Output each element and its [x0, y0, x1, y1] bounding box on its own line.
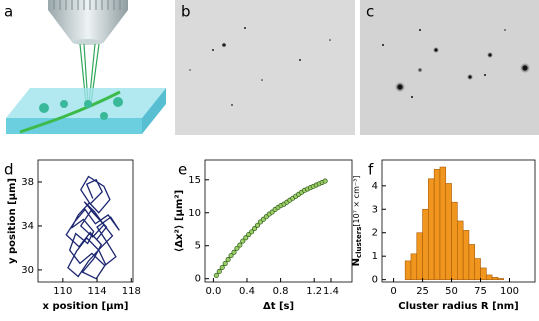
microscopy-image	[175, 0, 355, 135]
x-tick-label: 1.4	[323, 286, 339, 297]
data-point	[225, 257, 231, 263]
schematic	[6, 0, 166, 134]
histogram-bar	[462, 230, 470, 280]
y-tick-label: 38	[21, 177, 34, 188]
axes-frame	[37, 159, 134, 283]
x-tick-label: 0	[390, 286, 396, 297]
data-point	[322, 178, 328, 184]
histogram-bar	[433, 169, 441, 280]
data-point	[254, 222, 261, 228]
data-point	[213, 272, 219, 278]
x-tick-label: 114	[88, 286, 107, 297]
histogram-bar	[497, 278, 505, 280]
histogram-bar	[468, 244, 476, 280]
y-tick-label: 34	[21, 221, 34, 232]
data-point	[243, 235, 249, 241]
data-point	[249, 229, 255, 235]
y-axis-label-part: N	[351, 258, 362, 266]
panel-label: e	[178, 161, 187, 179]
histogram-bar	[457, 220, 464, 280]
histogram-bar	[439, 166, 447, 280]
x-axis-label: x position [μm]	[43, 301, 129, 312]
data-point	[231, 249, 237, 255]
y-tick-label: 15	[188, 175, 201, 186]
y-tick-label: 2	[372, 228, 378, 239]
y-tick-label: 0	[195, 274, 201, 285]
data-point	[237, 242, 243, 248]
data-line	[215, 180, 326, 276]
data-point	[240, 238, 246, 244]
x-tick-label: 100	[500, 286, 519, 297]
y-tick-label: 4	[372, 181, 378, 192]
panel-label: a	[4, 3, 13, 21]
data-line	[65, 175, 120, 280]
x-tick-label: 25	[416, 286, 429, 297]
histogram-bar	[445, 183, 452, 280]
panel-label: f	[368, 161, 374, 179]
y-tick-label: 1	[372, 251, 378, 262]
y-tick-label: 3	[372, 204, 378, 215]
x-axis-label: Δt [s]	[263, 301, 294, 312]
histogram-bar	[416, 232, 423, 280]
histogram-bar	[486, 274, 493, 280]
histogram-bar	[451, 201, 458, 280]
y-tick-label: 30	[21, 265, 34, 276]
y-axis-label: Nclusters[10⁷ × cm⁻³]	[351, 176, 363, 267]
data-point	[222, 260, 228, 267]
histogram-bar	[422, 208, 429, 280]
histogram-bar	[491, 277, 499, 280]
y-tick-label: 5	[195, 241, 201, 252]
histogram-bar	[480, 267, 487, 280]
x-tick-label: 1.2	[306, 286, 322, 297]
x-tick-label: 50	[445, 286, 458, 297]
histogram-bar	[404, 260, 412, 280]
histogram-bar	[410, 253, 418, 280]
data-point	[234, 245, 240, 251]
x-tick-label: 0.4	[239, 286, 255, 297]
panel-label: d	[4, 161, 14, 179]
axes-frame	[381, 159, 536, 283]
y-tick-label: 0	[372, 275, 378, 286]
y-tick-label: 10	[188, 208, 201, 219]
y-axis-label: y position [μm]	[7, 178, 18, 264]
x-tick-label: 0.0	[205, 286, 221, 297]
data-point	[252, 226, 258, 232]
microscopy-image	[360, 0, 539, 135]
histogram-bar	[428, 178, 435, 280]
y-axis-label: ⟨Δx²⟩ [μm²]	[174, 190, 185, 253]
x-tick-label: 118	[122, 286, 141, 297]
y-axis-label-part: clusters	[355, 227, 363, 258]
axes-frame	[204, 159, 353, 283]
y-axis-label-part: [10⁷ × cm⁻³]	[352, 176, 361, 227]
data-point	[219, 264, 225, 271]
panel-label: c	[366, 3, 374, 21]
x-tick-label: 75	[474, 286, 487, 297]
panel-label: b	[181, 3, 191, 21]
x-tick-label: 110	[53, 286, 72, 297]
data-point	[228, 253, 234, 259]
histogram-bar	[474, 258, 481, 280]
x-axis-label: Cluster radius R [nm]	[398, 301, 519, 312]
x-tick-label: 0.8	[273, 286, 289, 297]
data-point	[216, 268, 222, 274]
